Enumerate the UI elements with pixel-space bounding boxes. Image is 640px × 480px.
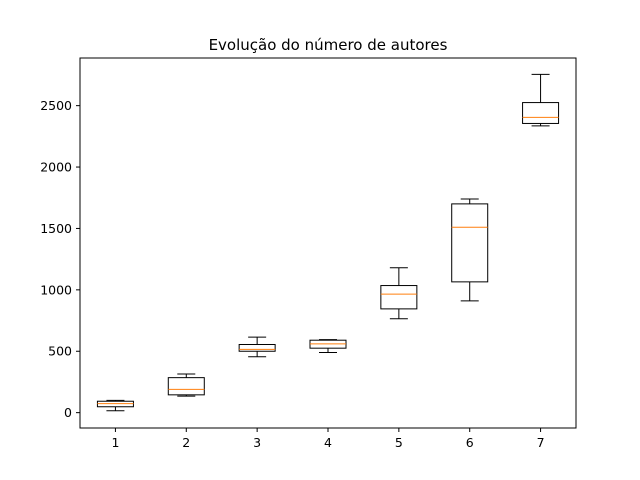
- box-body: [451, 203, 489, 283]
- y-tick-label: 0: [64, 405, 72, 420]
- x-tick-label: 3: [253, 435, 261, 450]
- y-tick-label: 2000: [40, 160, 72, 175]
- box-body: [238, 343, 276, 352]
- box-body: [167, 377, 205, 396]
- plot-frame: [79, 57, 577, 429]
- box-4: [309, 339, 347, 353]
- chart-marks: [96, 73, 560, 412]
- y-tick-label: 500: [48, 344, 72, 359]
- y-tick-label: 1500: [40, 221, 72, 236]
- x-tick-label: 1: [111, 435, 119, 450]
- y-tick-label: 2500: [40, 98, 72, 113]
- box-5: [380, 267, 418, 320]
- x-tick-label: 2: [182, 435, 190, 450]
- box-body: [522, 102, 560, 124]
- box-body: [380, 285, 418, 310]
- x-tick-label: 7: [537, 435, 545, 450]
- x-tick-label: 4: [324, 435, 332, 450]
- box-7: [522, 73, 560, 127]
- y-axis: 0 500 1000 1500 2000 2500: [40, 98, 80, 420]
- box-6: [451, 198, 489, 302]
- x-tick-label: 6: [466, 435, 474, 450]
- x-tick-label: 5: [395, 435, 403, 450]
- x-axis: 1 2 3 4 5 6 7: [111, 428, 545, 450]
- box-2: [167, 373, 205, 397]
- chart-title: Evolução do número de autores: [209, 36, 448, 54]
- y-tick-label: 1000: [40, 282, 72, 297]
- box-3: [238, 336, 276, 358]
- box-1: [96, 399, 134, 412]
